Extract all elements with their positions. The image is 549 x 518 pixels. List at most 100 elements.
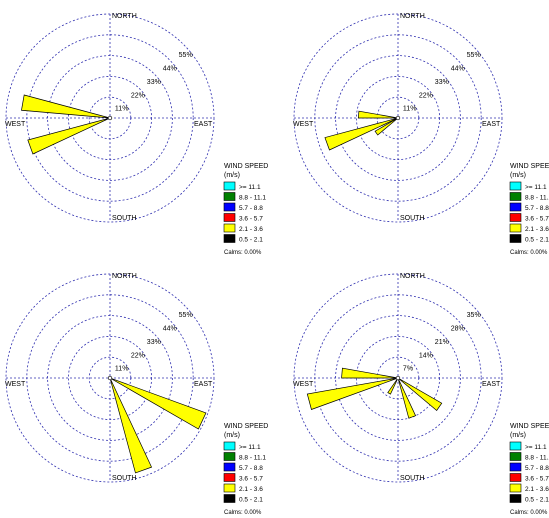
ring-label: 11%	[115, 366, 128, 373]
direction-west: WEST	[293, 121, 314, 128]
ring-label: 14%	[419, 352, 433, 359]
ring-label: 55%	[179, 312, 193, 319]
legend-title: (m/s)	[510, 432, 526, 439]
legend-swatch	[223, 462, 236, 472]
windrose-panel-2: 11%22%33%44%55% NORTH SOUTH EAST WEST WIND SP…	[293, 13, 549, 256]
legend-bin-label: 5.7 - 8.8	[525, 205, 549, 212]
legend-bin-label: 0.5 - 2.1	[239, 497, 263, 504]
ring-label: 44%	[163, 326, 177, 333]
ring-label: 11%	[115, 106, 128, 113]
legend-bin-label: 3.6 - 5.7	[525, 216, 549, 223]
center-marker	[395, 115, 401, 121]
ring-label: 22%	[419, 92, 433, 99]
legend-swatch	[509, 462, 522, 472]
legend-swatch	[223, 223, 236, 233]
legend-swatch	[223, 473, 236, 482]
legend-bin-label: >= 11.1	[525, 444, 547, 451]
legend-bin-label: 2.1 - 3.6	[525, 486, 549, 493]
direction-north: NORTH	[112, 13, 137, 20]
legend-swatch	[509, 213, 522, 222]
ring-label: 33%	[435, 79, 449, 86]
legend-swatch	[509, 223, 522, 233]
legend-bin-label: 8.8 - 11.1	[239, 455, 266, 462]
legend-title: WIND SPEED	[510, 423, 549, 430]
direction-west: WEST	[5, 381, 26, 388]
wind-petal	[387, 377, 399, 395]
legend-bin-label: 8.8 - 11.1	[239, 195, 266, 202]
center-marker	[107, 375, 113, 381]
legend-bin-label: 2.1 - 3.6	[239, 226, 263, 233]
legend-swatch	[223, 202, 236, 212]
calms-label: Calms: 0.00%	[224, 250, 262, 256]
legend-bin-label: 5.7 - 8.8	[239, 205, 263, 212]
ring-label: 35%	[467, 312, 481, 319]
direction-south: SOUTH	[112, 475, 137, 482]
center-marker	[395, 375, 401, 381]
wind-petal	[374, 117, 399, 136]
legend-title: (m/s)	[224, 432, 240, 439]
legend-swatch	[509, 181, 522, 191]
legend-bin-label: 3.6 - 5.7	[239, 476, 263, 483]
legend-bin-label: 3.6 - 5.7	[239, 216, 263, 223]
calms-label: Calms: 0.00%	[224, 510, 262, 516]
wind-petal	[109, 377, 153, 474]
legend-swatch	[223, 213, 236, 222]
calms-label: Calms: 0.00%	[510, 250, 548, 256]
direction-east: EAST	[482, 381, 501, 388]
ring-label: 28%	[451, 326, 465, 333]
ring-label: 55%	[467, 52, 481, 59]
legend-bin-label: 8.8 - 11.1	[525, 455, 549, 462]
direction-south: SOUTH	[400, 475, 425, 482]
legend-swatch	[509, 452, 522, 461]
legend-swatch	[509, 483, 522, 493]
speed-legend: WIND SPEED (m/s) >= 11.1 8.8 - 11.1 5.7 - 8.…	[509, 163, 549, 256]
legend-bin-label: 2.1 - 3.6	[525, 226, 549, 233]
wind-petal	[397, 377, 417, 419]
ring-label: 44%	[163, 66, 177, 73]
windrose-panel-1: 11%22%33%44%55% NORTH SOUTH EAST WEST WIND SP…	[5, 13, 268, 256]
direction-north: NORTH	[400, 13, 425, 20]
wind-petal	[357, 110, 399, 119]
wind-petal	[397, 377, 443, 411]
direction-north: NORTH	[400, 273, 425, 280]
legend-bin-label: >= 11.1	[525, 184, 547, 191]
center-marker	[107, 115, 113, 121]
direction-south: SOUTH	[400, 215, 425, 222]
legend-bin-label: 5.7 - 8.8	[239, 465, 263, 472]
speed-legend: WIND SPEED (m/s) >= 11.1 8.8 - 11.1 5.7 - 8.…	[509, 423, 549, 516]
legend-title: WIND SPEED	[224, 163, 268, 170]
wind-petal	[324, 117, 399, 151]
windrose-panel-4: 7% 14%21%28%35% NORTH SOUTH EAST WEST WIND SPE…	[293, 273, 549, 516]
wind-petal	[341, 367, 399, 379]
windrose-panel-3: 11%22%33%44%55% NORTH SOUTH EAST WEST WIND SP…	[5, 273, 268, 516]
speed-legend: WIND SPEED (m/s) >= 11.1 8.8 - 11.1 5.7 - 8.…	[223, 163, 268, 256]
legend-bin-label: 2.1 - 3.6	[239, 486, 263, 493]
legend-bin-label: 3.6 - 5.7	[525, 476, 549, 483]
direction-west: WEST	[5, 121, 26, 128]
legend-swatch	[509, 494, 522, 503]
legend-bin-label: 0.5 - 2.1	[525, 497, 549, 504]
direction-north: NORTH	[112, 273, 137, 280]
legend-bin-label: >= 11.1	[239, 184, 261, 191]
direction-east: EAST	[194, 381, 213, 388]
ring-label: 55%	[179, 52, 193, 59]
calms-label: Calms: 0.00%	[510, 510, 548, 516]
legend-swatch	[223, 483, 236, 493]
ring-label: 21%	[435, 339, 449, 346]
legend-bin-label: 8.8 - 11.1	[525, 195, 549, 202]
legend-bin-label: 0.5 - 2.1	[525, 237, 549, 244]
legend-swatch	[223, 452, 236, 461]
ring-label: 33%	[147, 79, 161, 86]
direction-west: WEST	[293, 381, 314, 388]
direction-east: EAST	[482, 121, 501, 128]
ring-label: 33%	[147, 339, 161, 346]
legend-swatch	[509, 202, 522, 212]
wind-petal	[109, 377, 207, 430]
legend-bin-label: >= 11.1	[239, 444, 261, 451]
legend-swatch	[223, 494, 236, 503]
legend-swatch	[509, 441, 522, 451]
legend-swatch	[223, 192, 236, 201]
wind-petal	[306, 377, 399, 410]
wind-petal	[21, 94, 111, 119]
